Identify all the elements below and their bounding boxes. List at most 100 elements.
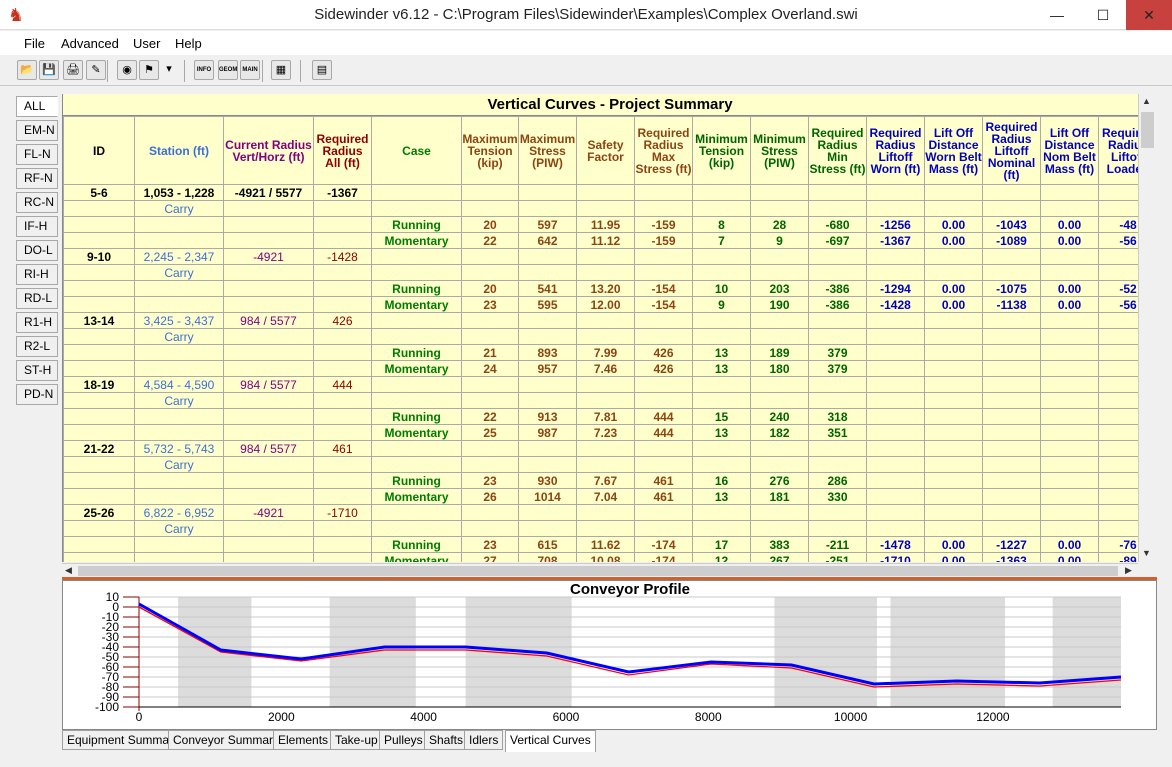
table-cell[interactable]	[866, 360, 925, 377]
tab-take-up[interactable]: Take-up	[330, 730, 383, 750]
table-cell[interactable]: 286	[808, 472, 867, 489]
tab-elements[interactable]: Elements	[273, 730, 334, 750]
table-cell[interactable]	[63, 424, 135, 441]
table-cell[interactable]: 267	[750, 552, 809, 562]
side-tab-em-n[interactable]: EM-N	[16, 120, 58, 141]
side-tab-rc-n[interactable]: RC-N	[16, 192, 58, 213]
curve-id-cell[interactable]: 25-26	[63, 504, 135, 521]
case-cell[interactable]: Running	[371, 280, 462, 297]
table-cell[interactable]: -174	[634, 536, 693, 553]
tab-conveyor-summary[interactable]: Conveyor Summary	[168, 730, 285, 750]
column-header[interactable]: Safety Factor	[576, 116, 635, 185]
side-tab-ri-h[interactable]: RI-H	[16, 264, 58, 285]
table-cell[interactable]	[982, 440, 1041, 457]
table-row[interactable]: 25-26 6,822 - 6,952 -4921 -1710	[63, 504, 1138, 521]
table-cell[interactable]	[223, 232, 314, 249]
table-cell[interactable]	[750, 392, 809, 409]
table-row[interactable]: Momentary 22 642 11.12 -159 7 9 -697 -1367 0.00 -1…	[63, 232, 1138, 249]
table-cell[interactable]: 642	[518, 232, 577, 249]
table-cell[interactable]	[750, 264, 809, 281]
table-cell[interactable]: 597	[518, 216, 577, 233]
table-cell[interactable]: 13	[692, 424, 751, 441]
table-cell[interactable]	[750, 328, 809, 345]
carry-cell[interactable]: Carry	[134, 456, 224, 473]
app-icon[interactable]: ♞	[7, 5, 25, 25]
chart-tool-button[interactable]: ▦	[271, 60, 291, 80]
table-cell[interactable]	[461, 264, 519, 281]
table-cell[interactable]	[518, 392, 577, 409]
table-row[interactable]: Running 23 930 7.67 461 16 276 286	[63, 472, 1138, 489]
table-cell[interactable]	[223, 216, 314, 233]
table-row[interactable]: Carry	[63, 392, 1138, 409]
maximize-button[interactable]: ☐	[1096, 7, 1110, 23]
table-cell[interactable]: 23	[461, 536, 519, 553]
case-cell[interactable]: Running	[371, 408, 462, 425]
table-cell[interactable]: 13	[692, 488, 751, 505]
table-cell[interactable]: -154	[634, 296, 693, 313]
table-cell[interactable]	[63, 280, 135, 297]
table-cell[interactable]	[576, 312, 635, 329]
table-cell[interactable]: 426	[634, 344, 693, 361]
side-tab-rf-n[interactable]: RF-N	[16, 168, 58, 189]
table-cell[interactable]: 379	[808, 360, 867, 377]
table-cell[interactable]	[924, 376, 983, 393]
table-cell[interactable]	[313, 296, 372, 313]
table-cell[interactable]	[63, 296, 135, 313]
table-cell[interactable]	[518, 200, 577, 217]
table-cell[interactable]: 21	[461, 344, 519, 361]
table-cell[interactable]	[1040, 264, 1099, 281]
table-cell[interactable]	[808, 376, 867, 393]
table-cell[interactable]	[982, 424, 1041, 441]
table-cell[interactable]	[1098, 376, 1138, 393]
column-header[interactable]: Lift Off Distance Nom Belt Mass (ft)	[1040, 116, 1099, 185]
table-cell[interactable]	[576, 504, 635, 521]
table-cell[interactable]: -697	[808, 232, 867, 249]
table-cell[interactable]	[518, 440, 577, 457]
column-header[interactable]: Station (ft)	[134, 116, 224, 185]
table-cell[interactable]	[134, 344, 224, 361]
table-cell[interactable]	[371, 376, 462, 393]
table-cell[interactable]	[1098, 248, 1138, 265]
curve-id-cell[interactable]: 5-6	[63, 184, 135, 201]
vertical-scroll-thumb[interactable]	[1141, 112, 1154, 148]
case-cell[interactable]: Running	[371, 472, 462, 489]
table-cell[interactable]	[634, 184, 693, 201]
table-cell[interactable]: 0.00	[1040, 296, 1099, 313]
table-cell[interactable]: 24	[461, 360, 519, 377]
table-cell[interactable]: -1075	[982, 280, 1041, 297]
table-cell[interactable]	[1040, 360, 1099, 377]
table-cell[interactable]: 0.00	[1040, 216, 1099, 233]
table-cell[interactable]: 7.81	[576, 408, 635, 425]
menu-file[interactable]: File	[24, 36, 45, 51]
table-cell[interactable]	[924, 472, 983, 489]
table-cell[interactable]: 25	[461, 424, 519, 441]
table-cell[interactable]	[634, 456, 693, 473]
table-cell[interactable]	[692, 248, 751, 265]
table-cell[interactable]	[371, 200, 462, 217]
table-cell[interactable]	[576, 184, 635, 201]
table-cell[interactable]: -48	[1098, 216, 1138, 233]
table-cell[interactable]	[313, 280, 372, 297]
table-cell[interactable]: 987	[518, 424, 577, 441]
save-tool-button[interactable]: 💾	[39, 60, 59, 80]
table-cell[interactable]: 180	[750, 360, 809, 377]
table-cell[interactable]	[371, 440, 462, 457]
speed-tool-button[interactable]: ◉	[117, 60, 137, 80]
table-cell[interactable]: 444	[634, 408, 693, 425]
table-cell[interactable]	[634, 440, 693, 457]
vertical-curves-grid[interactable]: Vertical Curves - Project Summary ID Stat…	[62, 94, 1138, 562]
table-cell[interactable]	[461, 248, 519, 265]
table-cell[interactable]: 17	[692, 536, 751, 553]
table-cell[interactable]	[866, 472, 925, 489]
carry-cell[interactable]: Carry	[134, 392, 224, 409]
table-cell[interactable]	[866, 344, 925, 361]
table-cell[interactable]	[866, 392, 925, 409]
table-cell[interactable]	[634, 376, 693, 393]
table-cell[interactable]	[371, 456, 462, 473]
table-cell[interactable]	[518, 184, 577, 201]
table-cell[interactable]	[1040, 488, 1099, 505]
table-row[interactable]: Running 22 913 7.81 444 15 240 318	[63, 408, 1138, 425]
table-cell[interactable]	[371, 264, 462, 281]
column-header[interactable]: ID	[63, 116, 135, 185]
table-cell[interactable]	[313, 488, 372, 505]
